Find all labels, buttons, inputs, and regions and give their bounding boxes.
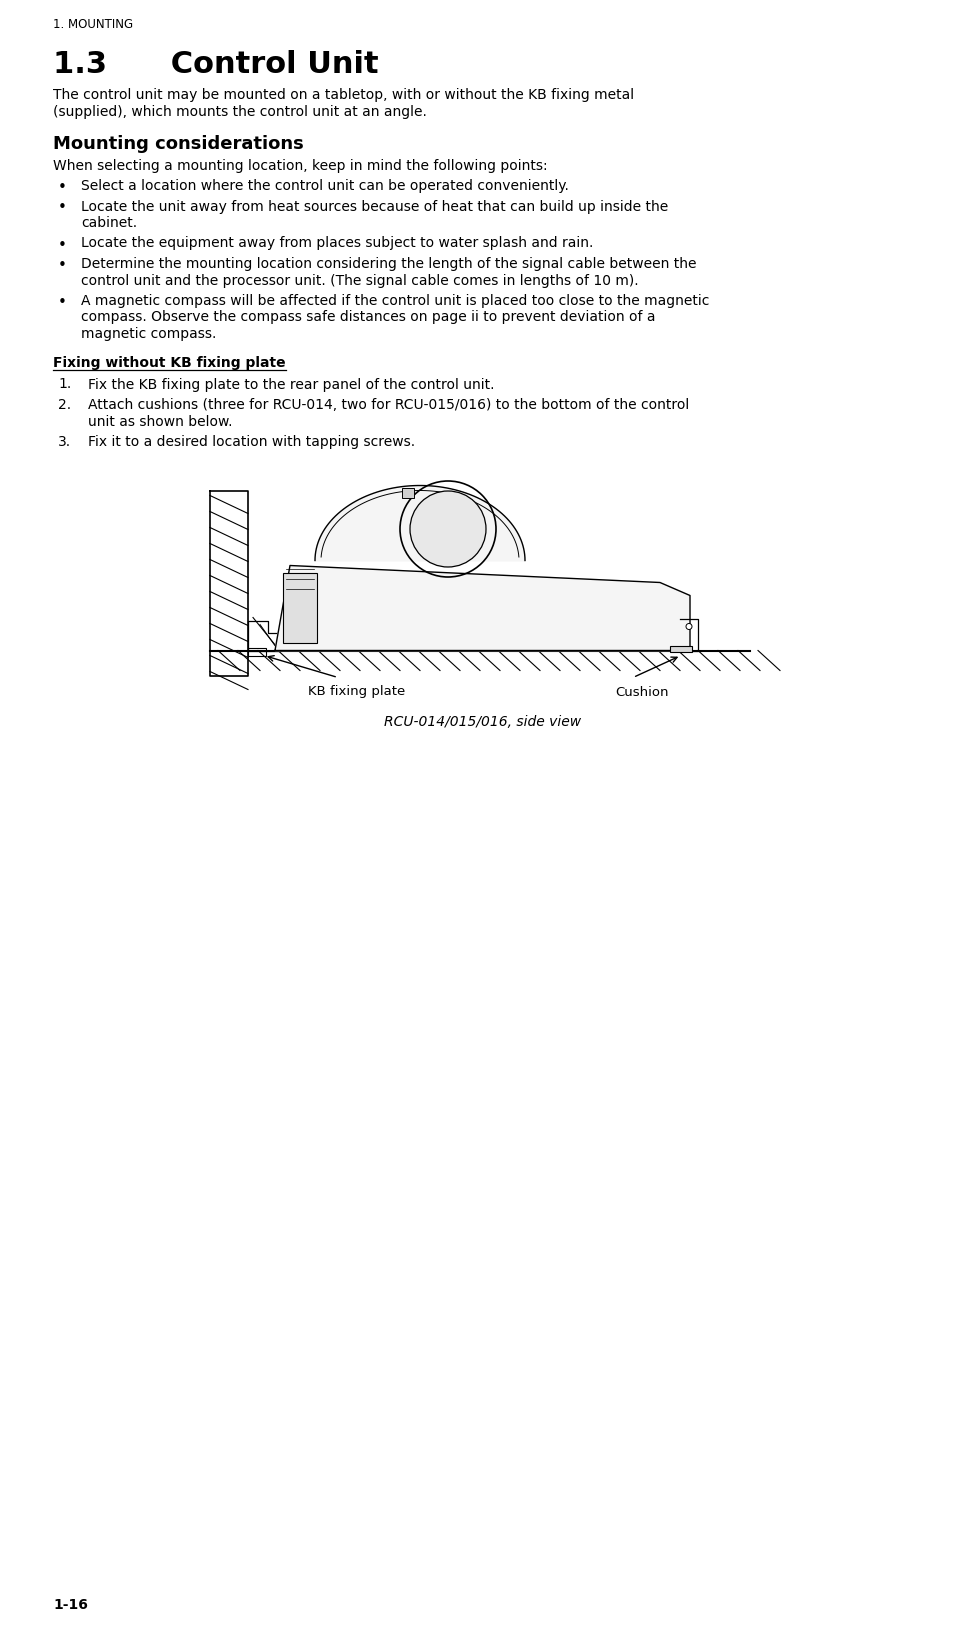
Text: Cushion: Cushion [615, 685, 669, 698]
Text: Fix it to a desired location with tapping screws.: Fix it to a desired location with tappin… [88, 436, 415, 449]
Text: 2.: 2. [58, 398, 71, 411]
Text: Mounting considerations: Mounting considerations [53, 135, 304, 153]
Text: KB fixing plate: KB fixing plate [308, 685, 405, 698]
Text: •: • [58, 201, 67, 215]
Text: •: • [58, 295, 67, 310]
Bar [670, 646, 692, 651]
Circle shape [410, 491, 486, 566]
Text: •: • [58, 258, 67, 273]
Text: 1-16: 1-16 [53, 1598, 88, 1612]
Text: 1. MOUNTING: 1. MOUNTING [53, 18, 133, 31]
Text: magnetic compass.: magnetic compass. [81, 326, 216, 341]
Text: •: • [58, 238, 67, 253]
Text: A magnetic compass will be affected if the control unit is placed too close to t: A magnetic compass will be affected if t… [81, 294, 709, 308]
Circle shape [686, 623, 692, 630]
Text: Locate the equipment away from places subject to water splash and rain.: Locate the equipment away from places su… [81, 237, 593, 250]
Text: (supplied), which mounts the control unit at an angle.: (supplied), which mounts the control uni… [53, 104, 427, 119]
Text: Determine the mounting location considering the length of the signal cable betwe: Determine the mounting location consider… [81, 256, 697, 271]
Text: •: • [58, 180, 67, 194]
Text: RCU-014/015/016, side view: RCU-014/015/016, side view [384, 715, 582, 730]
Text: cabinet.: cabinet. [81, 215, 137, 230]
Text: The control unit may be mounted on a tabletop, with or without the KB fixing met: The control unit may be mounted on a tab… [53, 88, 634, 101]
Polygon shape [315, 485, 525, 560]
Text: 1.: 1. [58, 377, 71, 392]
Text: 1.3      Control Unit: 1.3 Control Unit [53, 51, 378, 78]
Text: compass. Observe the compass safe distances on page ii to prevent deviation of a: compass. Observe the compass safe distan… [81, 310, 655, 325]
Bar [283, 573, 317, 643]
Text: Select a location where the control unit can be operated conveniently.: Select a location where the control unit… [81, 180, 569, 193]
Text: Attach cushions (three for RCU-014, two for RCU-015/016) to the bottom of the co: Attach cushions (three for RCU-014, two … [88, 398, 689, 411]
Text: 3.: 3. [58, 436, 71, 449]
Text: control unit and the processor unit. (The signal cable comes in lengths of 10 m): control unit and the processor unit. (Th… [81, 274, 639, 287]
Text: Locate the unit away from heat sources because of heat that can build up inside : Locate the unit away from heat sources b… [81, 199, 669, 214]
Bar [402, 488, 414, 498]
Text: Fixing without KB fixing plate: Fixing without KB fixing plate [53, 356, 286, 369]
Text: unit as shown below.: unit as shown below. [88, 415, 233, 429]
Bar [248, 648, 266, 656]
Text: Fix the KB fixing plate to the rear panel of the control unit.: Fix the KB fixing plate to the rear pane… [88, 377, 495, 392]
Polygon shape [275, 566, 690, 651]
Text: When selecting a mounting location, keep in mind the following points:: When selecting a mounting location, keep… [53, 158, 548, 173]
